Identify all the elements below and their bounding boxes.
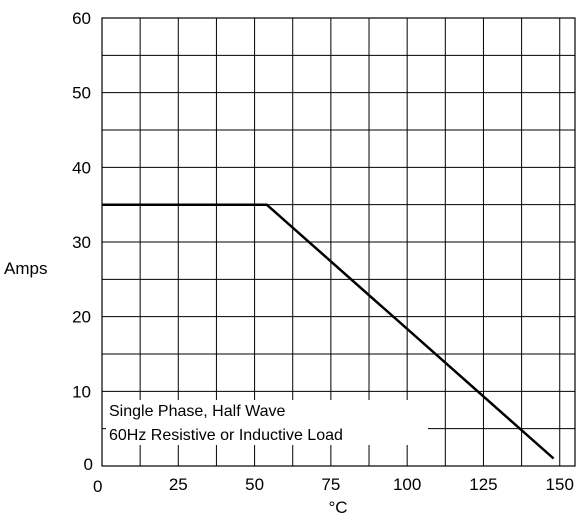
x-tick-label: 25 bbox=[169, 475, 188, 494]
grid bbox=[102, 18, 575, 466]
y-tick-label: 60 bbox=[72, 9, 91, 28]
x-tick-label: 150 bbox=[546, 475, 574, 494]
series-line bbox=[102, 203, 555, 460]
y-axis-ticks: 0 10 20 30 40 50 60 bbox=[72, 9, 93, 474]
annotation-line-2: 60Hz Resistive or Inductive Load bbox=[109, 427, 343, 444]
x-tick-label: 125 bbox=[469, 475, 497, 494]
x-tick-label: 75 bbox=[321, 475, 340, 494]
plot-frame bbox=[101, 17, 576, 467]
x-axis-ticks: 0 25 50 75 100 125 150 bbox=[93, 475, 574, 496]
y-tick-label: 30 bbox=[72, 233, 91, 252]
y-tick-label: 40 bbox=[72, 158, 91, 177]
y-tick-label: 0 bbox=[84, 455, 93, 474]
y-tick-label: 10 bbox=[72, 382, 91, 401]
y-axis-label: Amps bbox=[4, 259, 47, 278]
x-tick-label: 100 bbox=[393, 475, 421, 494]
y-tick-label: 50 bbox=[72, 84, 91, 103]
x-tick-label: 50 bbox=[245, 475, 264, 494]
annotation-background bbox=[106, 400, 428, 445]
y-tick-label: 20 bbox=[72, 308, 91, 327]
x-tick-label: 0 bbox=[93, 477, 102, 496]
x-axis-label: °C bbox=[328, 498, 347, 516]
annotation-line-1: Single Phase, Half Wave bbox=[109, 403, 285, 420]
